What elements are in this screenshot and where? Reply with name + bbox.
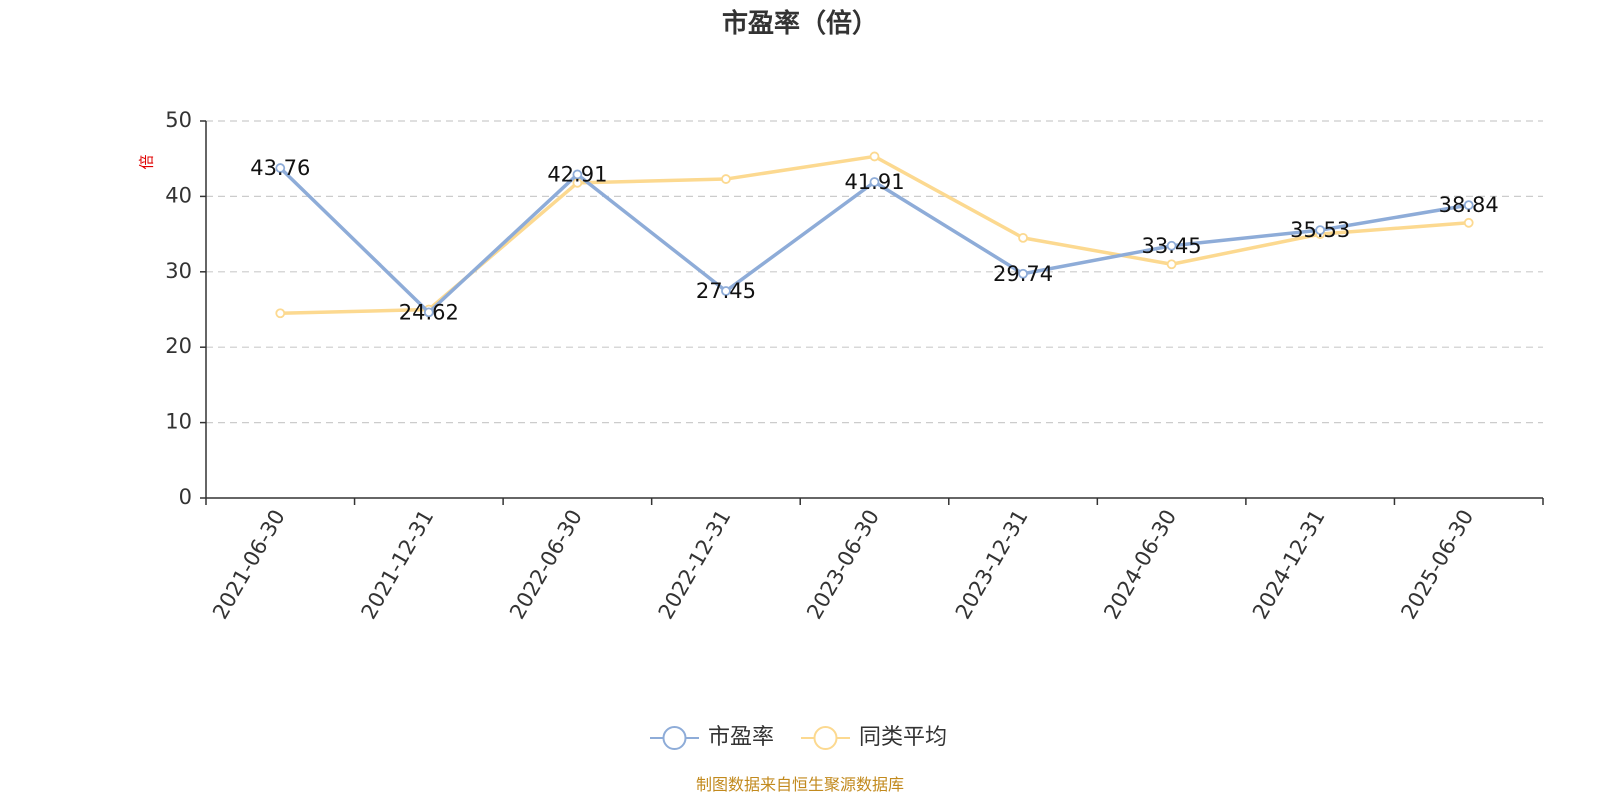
y-tick-label-20: 20 — [165, 334, 192, 358]
series-0-point-5 — [1018, 268, 1028, 279]
axes — [200, 120, 1544, 505]
series-0-point-7 — [1315, 225, 1326, 236]
x-tick-labels: 2021-06-30 2021-12-31 2022-06-30 2022-12-31… — [208, 506, 1478, 624]
data-label-0: 43.76 — [250, 156, 310, 180]
x-tick-label-3: 2022-12-31 — [654, 506, 736, 624]
source-note: 制图数据来自恒生聚源数据库 — [696, 775, 904, 794]
data-label-2: 42.91 — [547, 162, 607, 186]
data-label-3: 27.45 — [696, 279, 756, 303]
series-1-point-3 — [721, 174, 731, 184]
series-0-point-0 — [275, 163, 286, 173]
y-axis-unit: 倍 — [138, 154, 156, 169]
legend[interactable]: 市盈率 同类平均 — [650, 725, 947, 750]
legend-marker-1 — [813, 726, 838, 750]
x-tick-label-8: 2025-06-30 — [1396, 506, 1478, 624]
legend-marker-0 — [662, 726, 687, 750]
series-0-point-3 — [721, 286, 731, 296]
data-labels: 43.76 24.62 42.91 27.45 41.91 29.74 33.45 35.53… — [250, 156, 1499, 324]
y-tick-labels: 0 10 20 30 40 50 — [165, 108, 192, 509]
x-tick-label-0: 2021-06-30 — [208, 506, 290, 624]
series-0-point-1 — [423, 307, 434, 318]
series-0-point-8 — [1463, 200, 1474, 211]
grid-lines — [206, 120, 1543, 424]
data-label-4: 41.91 — [844, 170, 904, 194]
chart-title: 市盈率（倍） — [722, 8, 878, 39]
x-tick-label-2: 2022-06-30 — [505, 506, 587, 624]
series-1-point-0 — [275, 308, 286, 319]
series-1-point-6 — [1166, 259, 1177, 270]
x-tick-label-5: 2023-12-31 — [951, 506, 1033, 624]
y-tick-label-40: 40 — [165, 183, 192, 207]
series-1-point-4 — [869, 151, 880, 162]
data-label-1: 24.62 — [399, 300, 459, 324]
series-0-point-2 — [572, 169, 583, 180]
data-label-7: 35.53 — [1290, 218, 1350, 242]
legend-label-1: 同类平均 — [859, 725, 947, 750]
y-tick-label-10: 10 — [165, 410, 192, 434]
series-1-point-8 — [1463, 217, 1474, 228]
x-tick-label-6: 2024-06-30 — [1099, 506, 1181, 624]
data-label-8: 38.84 — [1439, 193, 1499, 217]
series-1-point-5 — [1018, 232, 1028, 243]
y-tick-label-50: 50 — [165, 108, 192, 132]
series-0-point-4 — [869, 177, 880, 187]
y-tick-label-0: 0 — [179, 485, 192, 509]
y-tick-label-30: 30 — [165, 259, 192, 283]
legend-label-0: 市盈率 — [708, 725, 774, 750]
data-label-5: 29.74 — [993, 262, 1053, 286]
series-group — [275, 151, 1474, 319]
x-tick-label-1: 2021-12-31 — [357, 506, 439, 624]
x-tick-label-4: 2023-06-30 — [802, 506, 884, 624]
series-0-point-6 — [1166, 240, 1177, 251]
x-tick-label-7: 2024-12-31 — [1248, 506, 1330, 624]
data-label-6: 33.45 — [1142, 234, 1202, 258]
